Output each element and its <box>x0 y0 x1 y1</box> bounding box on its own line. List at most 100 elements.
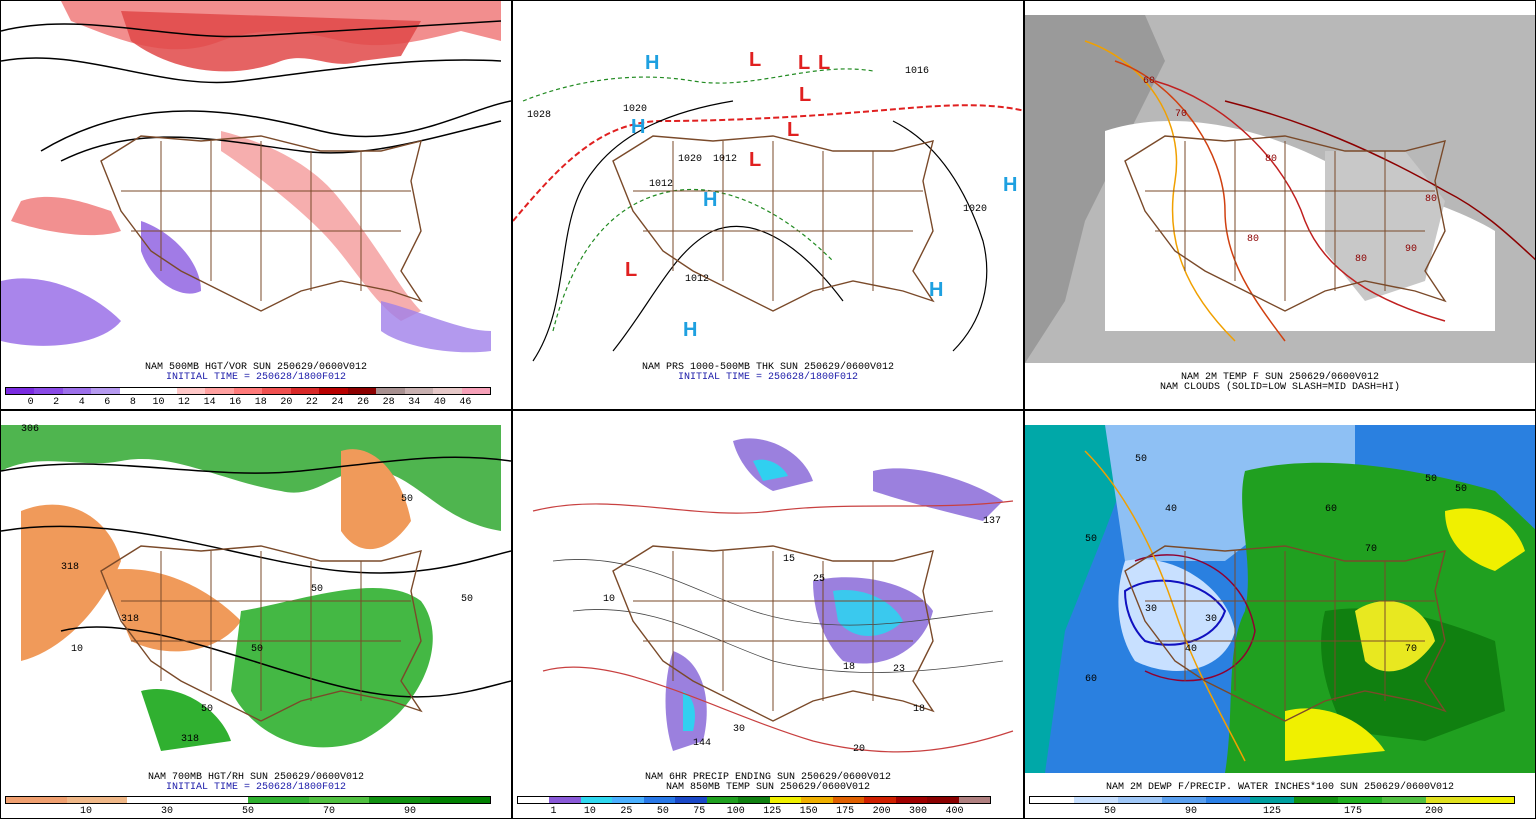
svg-text:318: 318 <box>61 562 79 573</box>
svg-text:23: 23 <box>893 664 905 675</box>
svg-text:30: 30 <box>1205 614 1217 625</box>
svg-text:L: L <box>749 49 761 71</box>
scale-swatch <box>518 797 550 803</box>
scale-swatch <box>895 797 928 803</box>
scale-swatch <box>1338 797 1382 803</box>
scale-swatch <box>148 388 177 394</box>
scale-tick-label: 14 <box>203 397 216 408</box>
scale-swatch <box>187 797 248 803</box>
svg-text:144: 144 <box>693 738 711 749</box>
caption-line-2: NAM 850MB TEMP SUN 250629/0600V012 <box>665 782 871 793</box>
svg-text:40: 40 <box>1185 644 1197 655</box>
caption-line-1: NAM 2M DEWP F/PRECIP. WATER INCHES*100 S… <box>1105 782 1455 793</box>
scale-tick-label: 26 <box>357 397 370 408</box>
scale-tick-label: 75 <box>693 806 706 817</box>
scale-swatch <box>1470 797 1514 803</box>
scale-swatch <box>1074 797 1118 803</box>
scale-swatch <box>376 388 405 394</box>
svg-text:H: H <box>703 189 717 211</box>
panel-500mb-vorticity: NAM 500MB HGT/VOR SUN 250629/0600V012 IN… <box>0 0 512 410</box>
svg-text:60: 60 <box>1325 504 1337 515</box>
scale-swatch <box>1118 797 1162 803</box>
scale-tick-label: 10 <box>583 806 596 817</box>
scale-tick-label: 22 <box>305 397 318 408</box>
scale-tick-label: 150 <box>799 806 818 817</box>
scale-tick-label: 90 <box>403 806 417 817</box>
svg-text:H: H <box>1003 174 1017 196</box>
scale-tick-label: 175 <box>1343 806 1362 817</box>
scale-tick-label: 30 <box>160 806 173 817</box>
scale-swatch <box>864 797 896 803</box>
scale-swatch <box>1162 797 1206 803</box>
scale-tick-label: 46 <box>459 397 472 408</box>
scale-swatch <box>801 797 833 803</box>
svg-text:70: 70 <box>1175 109 1187 120</box>
scale-tick-label: 200 <box>1424 806 1444 817</box>
caption-line-2: INITIAL TIME = 250628/1800F012 <box>165 372 347 383</box>
scale-swatch <box>643 797 676 803</box>
scale-swatch <box>958 797 991 803</box>
svg-text:80: 80 <box>1355 254 1367 265</box>
scale-swatch <box>1426 797 1470 803</box>
svg-text:50: 50 <box>311 584 323 595</box>
svg-text:18: 18 <box>913 704 925 715</box>
scale-swatch <box>91 388 120 394</box>
scale-tick-label: 90 <box>1184 806 1197 817</box>
svg-text:70: 70 <box>1405 644 1417 655</box>
svg-text:1012: 1012 <box>685 274 709 285</box>
svg-text:50: 50 <box>461 594 473 605</box>
scale-swatch <box>176 388 206 394</box>
scale-tick-label: 200 <box>872 806 891 817</box>
rh-map: 306 318 318 318 50 50 50 50 50 10 <box>1 424 511 751</box>
scale-tick-label: 2 <box>53 397 60 408</box>
svg-text:318: 318 <box>121 614 139 625</box>
color-scale: 10 30 50 70 90 <box>5 796 491 818</box>
svg-text:50: 50 <box>401 494 413 505</box>
scale-tick-label: 1 <box>550 806 557 817</box>
scale-tick-label: 100 <box>726 806 745 817</box>
svg-text:30: 30 <box>733 724 745 735</box>
scale-tick-label: 12 <box>178 397 191 408</box>
caption-line-1: NAM 6HR PRECIP ENDING SUN 250629/0600V01… <box>644 772 892 783</box>
scale-swatch <box>706 797 739 803</box>
temp-cloud-map: 60 70 80 80 80 80 90 <box>1025 15 1535 363</box>
svg-text:L: L <box>818 52 830 74</box>
panel-dewpoint-pwat: 50 40 30 30 40 50 50 50 60 60 70 70 NAM … <box>1024 410 1536 819</box>
caption-line-1: NAM PRS 1000-500MB THK SUN 250629/0600V0… <box>641 362 895 373</box>
scale-tick-label: 6 <box>104 397 111 408</box>
svg-text:60: 60 <box>1085 674 1097 685</box>
svg-text:1012: 1012 <box>649 179 673 190</box>
scale-swatch <box>319 388 348 394</box>
scale-swatch <box>549 797 581 803</box>
scale-tick-label: 24 <box>331 397 344 408</box>
svg-text:60: 60 <box>1143 76 1155 87</box>
color-scale: 1 10 25 50 75 100 125 150 175 200 300 400 <box>517 796 991 818</box>
svg-text:20: 20 <box>853 744 865 755</box>
scale-swatch <box>290 388 320 394</box>
scale-swatch <box>1206 797 1250 803</box>
svg-text:H: H <box>631 116 645 138</box>
svg-text:50: 50 <box>1135 454 1147 465</box>
svg-text:30: 30 <box>1145 604 1157 615</box>
scale-swatch <box>612 797 644 803</box>
scale-swatch <box>675 797 707 803</box>
svg-text:L: L <box>625 259 637 281</box>
scale-swatch <box>1250 797 1294 803</box>
scale-tick-label: 10 <box>79 806 92 817</box>
scale-tick-label: 175 <box>836 806 855 817</box>
scale-tick-label: 300 <box>909 806 928 817</box>
caption-line-1: NAM 500MB HGT/VOR SUN 250629/0600V012 <box>144 362 368 373</box>
scale-tick-label: 18 <box>254 397 267 408</box>
scale-swatch <box>62 388 92 394</box>
svg-text:1016: 1016 <box>905 66 929 77</box>
scale-tick-label: 125 <box>1262 806 1282 817</box>
scale-swatch <box>461 388 490 394</box>
svg-text:L: L <box>798 52 810 74</box>
svg-text:1028: 1028 <box>527 110 551 121</box>
scale-tick-label: 400 <box>945 806 964 817</box>
svg-text:H: H <box>683 319 697 341</box>
caption-line-2: INITIAL TIME = 250628/1800F012 <box>677 372 859 383</box>
scale-tick-label: 125 <box>763 806 782 817</box>
svg-text:50: 50 <box>1085 534 1097 545</box>
dewpoint-map: 50 40 30 30 40 50 50 50 60 60 70 70 <box>1025 425 1535 773</box>
